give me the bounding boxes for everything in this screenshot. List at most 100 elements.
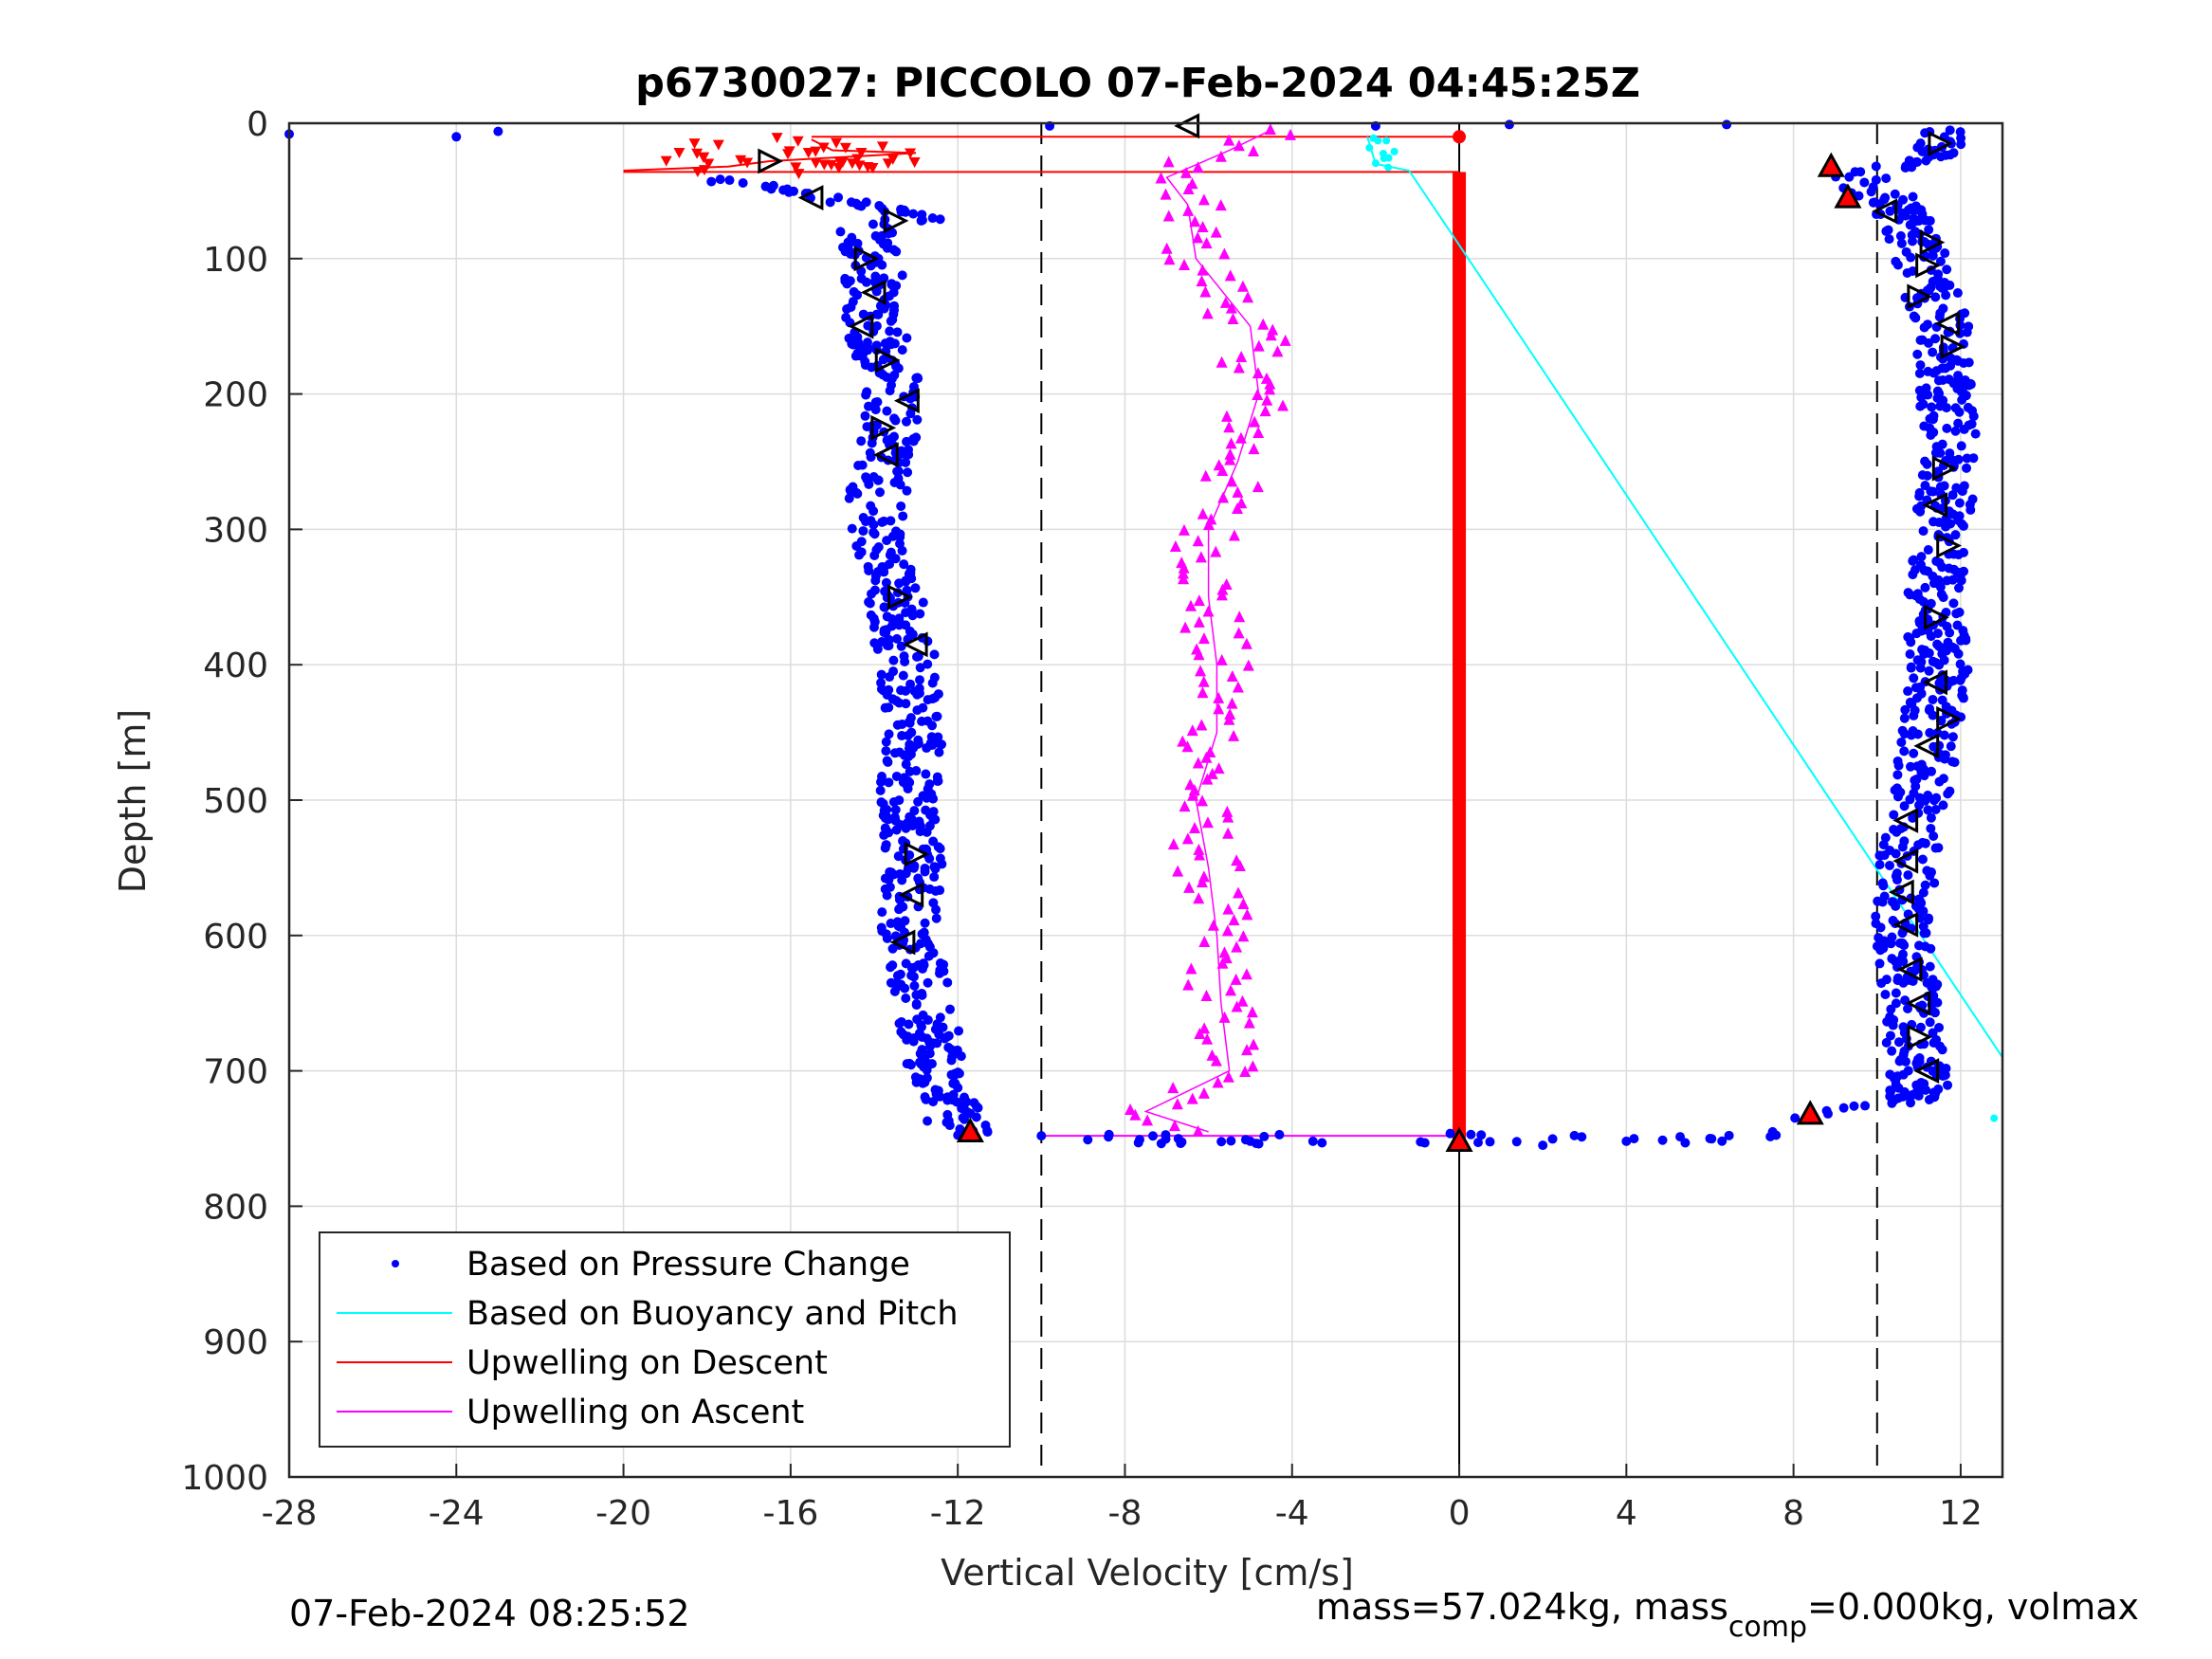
- pressure-change-point: [884, 729, 894, 739]
- pressure-change-point: [1909, 555, 1919, 565]
- pressure-change-point: [1934, 641, 1945, 651]
- ascent-upwelling-point: [1243, 1016, 1255, 1029]
- pressure-change-point: [915, 827, 925, 837]
- pressure-change-point: [1577, 1132, 1587, 1142]
- pressure-change-point: [929, 862, 940, 872]
- pressure-change-point: [1274, 1129, 1285, 1139]
- pressure-change-point: [913, 873, 923, 884]
- pressure-change-point: [1951, 355, 1962, 365]
- ascent-upwelling-point: [1247, 1060, 1259, 1072]
- pressure-change-point: [1956, 441, 1966, 451]
- pressure-change-point: [1915, 401, 1926, 411]
- pressure-change-point: [1948, 598, 1959, 609]
- pressure-change-point: [893, 458, 904, 468]
- pressure-change-point: [1908, 812, 1918, 823]
- ascent-upwelling-point: [1236, 280, 1249, 292]
- pressure-change-point: [898, 511, 908, 521]
- ascent-upwelling-point: [1186, 724, 1198, 737]
- ascent-upwelling-point: [1224, 453, 1236, 465]
- ascent-upwelling-point: [1216, 957, 1229, 969]
- pressure-change-point: [853, 337, 864, 348]
- pressure-change-point: [905, 739, 915, 750]
- pressure-change-point: [897, 545, 907, 556]
- descent-upwelling-point: [818, 159, 831, 171]
- pressure-change-point: [888, 305, 899, 316]
- pressure-change-point: [1925, 413, 1935, 424]
- pressure-change-point: [1915, 360, 1926, 371]
- pressure-change-point: [916, 1022, 926, 1032]
- ascent-upwelling-point: [1196, 876, 1208, 888]
- pressure-change-point: [1916, 501, 1927, 511]
- pressure-change-point: [1717, 1136, 1728, 1146]
- x-tick-label: -28: [262, 1494, 318, 1533]
- pressure-change-point: [1919, 766, 1929, 776]
- ascent-upwelling-point: [1142, 1114, 1154, 1126]
- pressure-change-point: [892, 720, 903, 730]
- pressure-change-point: [1956, 635, 1966, 646]
- pressure-change-point: [1944, 374, 1954, 385]
- ascent-upwelling-point: [1224, 708, 1236, 720]
- ascent-upwelling-point: [1241, 1044, 1253, 1056]
- pressure-change-point: [1910, 775, 1920, 786]
- pressure-change-point: [1959, 547, 1969, 557]
- pressure-change-point: [1538, 1140, 1548, 1151]
- mass-info-suffix: =0.000kg, volmax: [1807, 1586, 2139, 1628]
- pressure-change-point: [1899, 746, 1910, 757]
- pressure-change-point: [906, 963, 917, 974]
- pressure-change-point: [889, 986, 900, 996]
- descent-direction-marker: [883, 208, 909, 234]
- pressure-change-point: [1466, 1129, 1476, 1139]
- pressure-change-point: [961, 1106, 972, 1117]
- ascent-upwelling-point: [1222, 1070, 1234, 1083]
- pressure-change-point: [923, 951, 934, 961]
- pressure-change-point: [1887, 1098, 1897, 1108]
- pressure-change-point: [1947, 732, 1958, 742]
- pressure-change-point: [931, 913, 941, 923]
- ascent-upwelling-point: [1200, 751, 1213, 763]
- pressure-change-point: [879, 602, 889, 612]
- x-axis-label: Vertical Velocity [cm/s]: [941, 1552, 1354, 1594]
- ascent-direction-marker: [1934, 310, 1961, 337]
- descent-upwelling-point: [712, 139, 724, 151]
- descent-upwelling-point: [839, 142, 851, 154]
- ascent-upwelling-point: [1234, 859, 1246, 871]
- pressure-change-point: [1888, 897, 1898, 907]
- pressure-change-point: [941, 1117, 952, 1127]
- ascent-upwelling-point: [1215, 199, 1227, 211]
- pressure-change-point: [932, 711, 942, 721]
- pressure-change-point: [889, 478, 900, 488]
- pressure-change-point: [891, 771, 902, 781]
- pressure-change-point: [890, 748, 901, 758]
- pressure-change-point: [911, 1077, 922, 1087]
- pressure-change-point: [1307, 1136, 1318, 1146]
- pressure-change-point: [1940, 363, 1950, 374]
- ascent-direction-marker: [1907, 1024, 1933, 1050]
- ascent-upwelling-point: [1162, 210, 1175, 222]
- descent-direction-marker: [758, 148, 784, 174]
- ascent-upwelling-point: [1252, 481, 1264, 493]
- pressure-change-point: [863, 561, 873, 572]
- pressure-change-point: [1445, 1128, 1455, 1139]
- pressure-change-point: [891, 281, 902, 291]
- pressure-change-point: [1893, 1093, 1904, 1103]
- pressure-change-point: [924, 853, 935, 864]
- pressure-change-point: [950, 1078, 960, 1088]
- ascent-upwelling-point: [1201, 773, 1214, 785]
- pressure-change-point: [1925, 961, 1935, 972]
- y-axis-label: Depth [m]: [112, 709, 154, 894]
- pressure-change-point: [1939, 1070, 1949, 1081]
- pressure-change-point: [1259, 1131, 1270, 1141]
- ascent-direction-marker: [1928, 130, 1954, 156]
- ascent-upwelling-point: [1199, 469, 1212, 482]
- ascent-direction-marker: [1923, 604, 1949, 630]
- pressure-change-point: [1917, 335, 1928, 345]
- pressure-change-point: [855, 351, 866, 361]
- pressure-change-point: [1929, 831, 1939, 841]
- ascent-upwelling-point: [1242, 291, 1254, 303]
- pressure-change-point: [898, 902, 908, 912]
- ascent-upwelling-point: [1179, 621, 1192, 633]
- pressure-change-point: [1675, 1132, 1686, 1142]
- ascent-upwelling-point: [1178, 573, 1190, 585]
- x-tick-label: 12: [1939, 1494, 1983, 1533]
- ascent-direction-marker: [1913, 1058, 1940, 1085]
